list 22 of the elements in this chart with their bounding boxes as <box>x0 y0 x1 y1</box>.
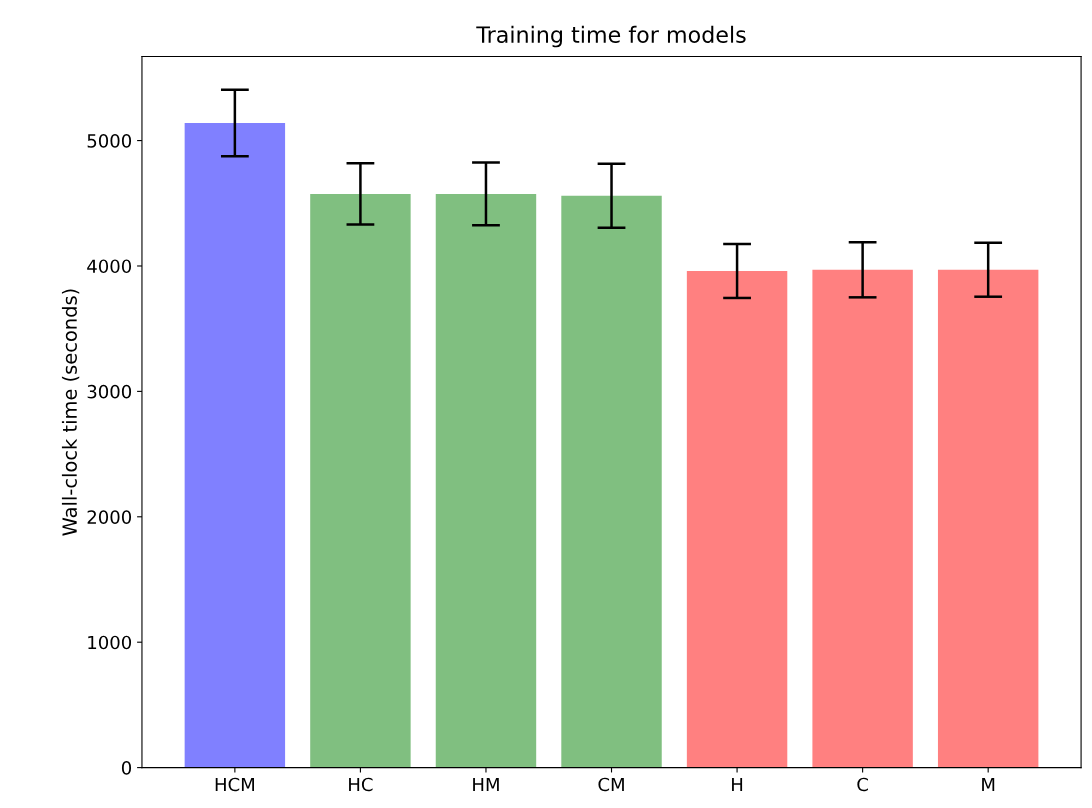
x-tick-label: HCM <box>215 777 254 792</box>
bar <box>686 271 788 768</box>
bar <box>435 193 537 768</box>
x-tick-label: M <box>982 777 995 792</box>
y-tick-label: 1000 <box>88 635 132 650</box>
x-tick-label: HC <box>349 777 373 792</box>
y-tick-label: 5000 <box>87 134 132 148</box>
x-tick-label: C <box>857 777 868 792</box>
y-tick-label: 2000 <box>87 510 132 524</box>
x-tick-label: CM <box>598 777 624 792</box>
bar <box>310 193 411 768</box>
x-tick-label: H <box>732 777 743 792</box>
y-axis-title: Wall-clock time (seconds) <box>61 289 80 536</box>
y-tick-label: 4000 <box>87 259 132 274</box>
chart-title: Training time for models <box>476 25 746 48</box>
x-tick-label: HM <box>473 777 499 792</box>
y-tick-label: 3000 <box>87 384 132 399</box>
bar <box>561 195 662 768</box>
y-tick-label: 0 <box>121 761 132 775</box>
bar <box>937 269 1039 768</box>
bar <box>812 269 913 768</box>
bar <box>184 123 286 768</box>
